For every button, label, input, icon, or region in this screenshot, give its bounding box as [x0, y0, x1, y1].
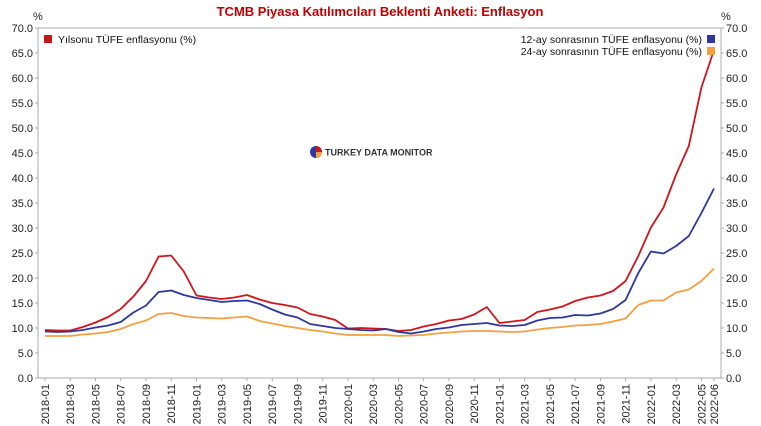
y-tick-label: 35.0 [12, 198, 33, 210]
x-tick-label: 2020-01 [343, 384, 355, 424]
x-tick-label: 2021-11 [621, 384, 633, 424]
y-tick-label: 25.0 [12, 248, 33, 260]
x-tick-label: 2019-09 [292, 384, 304, 424]
y-tick-label: 10.0 [726, 323, 747, 335]
y-tick-label: 15.0 [12, 298, 33, 310]
y-tick-label: 35.0 [726, 198, 747, 210]
x-tick-label: 2020-07 [419, 384, 431, 424]
series-layer [44, 49, 715, 337]
x-tick-label: 2021-01 [494, 384, 506, 424]
y-tick-label: 45.0 [12, 148, 33, 160]
y-tick-label: 70.0 [726, 23, 747, 35]
x-tick-label: 2019-01 [191, 384, 203, 424]
y-tick-label: 20.0 [12, 273, 33, 285]
y-tick-label: 5.0 [18, 348, 33, 360]
x-axis: 2018-01 2018-03 2018-05 2018-07 2018-09 2018-… [40, 378, 721, 424]
legend-label: 24-ay sonrasının TÜFE enflasyonu (%) [521, 46, 702, 58]
y-tick-label: 65.0 [12, 48, 33, 60]
x-tick-label: 2019-05 [242, 384, 254, 424]
legend-label: 12-ay sonrasının TÜFE enflasyonu (%) [521, 34, 702, 46]
y-tick-label: 40.0 [12, 173, 33, 185]
legend-label: Yılsonu TÜFE enflasyonu (%) [58, 34, 196, 46]
x-tick-label: 2019-03 [217, 384, 229, 424]
y-tick-label: 60.0 [12, 73, 33, 85]
y-tick-label: 45.0 [726, 148, 747, 160]
y-tick-label: 30.0 [12, 223, 33, 235]
left-y-axis: 0.0 5.0 10.0 15.0 20.0 25.0 30.0 35.0 40.0 45.0 50… [12, 23, 38, 385]
legend: Yılsonu TÜFE enflasyonu (%) 12-ay sonrası… [44, 34, 715, 58]
legend-swatch [707, 35, 715, 43]
watermark-text: TURKEY DATA MONITOR [325, 148, 433, 158]
x-tick-label: 2019-11 [318, 384, 330, 424]
x-tick-label: 2021-09 [595, 384, 607, 424]
right-y-axis: 0.0 5.0 10.0 15.0 20.0 25.0 30.0 35.0 40.0 45.0 50… [721, 23, 747, 385]
x-tick-label: 2021-03 [520, 384, 532, 424]
x-tick-label: 2018-01 [40, 384, 52, 424]
x-tick-label: 2022-03 [671, 384, 683, 424]
x-tick-label: 2018-07 [116, 384, 128, 424]
x-tick-label: 2020-09 [444, 384, 456, 424]
y-tick-label: 60.0 [726, 73, 747, 85]
x-tick-label: 2020-11 [469, 384, 481, 424]
y-tick-label: 70.0 [12, 23, 33, 35]
x-tick-label: 2020-05 [393, 384, 405, 424]
y-tick-label: 50.0 [12, 123, 33, 135]
x-tick-label: 2020-03 [368, 384, 380, 424]
x-tick-label: 2021-07 [570, 384, 582, 424]
x-tick-label: 2022-05 [696, 384, 708, 424]
legend-swatch [44, 35, 52, 43]
series-line-3 [45, 267, 715, 337]
series-line-1 [44, 49, 715, 332]
x-tick-label: 2018-09 [141, 384, 153, 424]
x-tick-label: 2018-11 [166, 384, 178, 424]
watermark-logo-slice [316, 152, 322, 158]
left-axis-unit: % [33, 11, 43, 23]
y-tick-label: 30.0 [726, 223, 747, 235]
y-tick-label: 15.0 [726, 298, 747, 310]
y-tick-label: 25.0 [726, 248, 747, 260]
series-line-2 [44, 188, 715, 335]
x-tick-label: 2018-03 [65, 384, 77, 424]
x-tick-label: 2022-01 [646, 384, 658, 424]
watermark: TURKEY DATA MONITOR [310, 146, 433, 158]
legend-swatch [707, 47, 715, 55]
plot-area [37, 27, 722, 379]
x-tick-label: 2021-05 [545, 384, 557, 424]
y-tick-label: 55.0 [12, 98, 33, 110]
y-tick-label: 20.0 [726, 273, 747, 285]
y-tick-label: 10.0 [12, 323, 33, 335]
chart-title: TCMB Piyasa Katılımcıları Beklenti Anket… [217, 4, 544, 19]
watermark-logo-slice [316, 146, 322, 152]
right-axis-unit: % [721, 11, 731, 23]
x-tick-label: 2019-07 [267, 384, 279, 424]
y-tick-label: 0.0 [18, 373, 33, 385]
y-tick-label: 65.0 [726, 48, 747, 60]
y-tick-label: 50.0 [726, 123, 747, 135]
y-tick-label: 5.0 [726, 348, 741, 360]
x-tick-label: 2022-06 [709, 384, 721, 424]
y-tick-label: 40.0 [726, 173, 747, 185]
y-tick-label: 0.0 [726, 373, 741, 385]
x-tick-label: 2018-05 [90, 384, 102, 424]
y-tick-label: 55.0 [726, 98, 747, 110]
